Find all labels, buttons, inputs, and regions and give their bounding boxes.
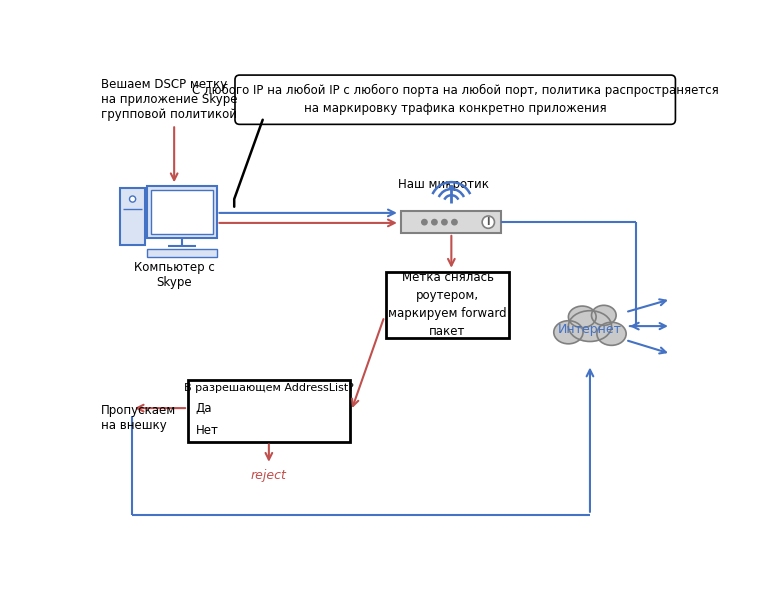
Ellipse shape (568, 306, 596, 328)
Ellipse shape (568, 311, 612, 341)
Text: Нет: Нет (196, 424, 219, 437)
Text: Вешаем DSCP метку
на приложение Skype
групповой политикой: Вешаем DSCP метку на приложение Skype гр… (101, 78, 238, 121)
FancyBboxPatch shape (151, 190, 213, 235)
Circle shape (450, 185, 453, 190)
Text: Интернет: Интернет (558, 323, 622, 337)
Circle shape (452, 220, 457, 225)
Text: Наш микротик: Наш микротик (399, 178, 489, 191)
FancyBboxPatch shape (386, 272, 509, 338)
FancyBboxPatch shape (147, 186, 216, 238)
Text: reject: reject (251, 469, 287, 482)
FancyBboxPatch shape (120, 187, 145, 245)
Ellipse shape (591, 305, 616, 325)
Text: Пропускаем
на внешку: Пропускаем на внешку (101, 404, 176, 432)
Circle shape (421, 220, 427, 225)
FancyBboxPatch shape (235, 75, 675, 124)
Ellipse shape (554, 321, 583, 344)
Text: В разрешающем AddressList?: В разрешающем AddressList? (184, 383, 354, 394)
FancyBboxPatch shape (402, 211, 501, 233)
Text: С любого IP на любой IP с любого порта на любой порт, политика распространяется
: С любого IP на любой IP с любого порта н… (192, 84, 719, 115)
Circle shape (130, 196, 136, 202)
Text: Да: Да (196, 401, 212, 415)
FancyBboxPatch shape (188, 380, 350, 442)
Circle shape (432, 220, 437, 225)
Text: I: I (487, 217, 490, 227)
Circle shape (482, 216, 495, 229)
Text: Метка снялась
роутером,
маркируем forward
пакет: Метка снялась роутером, маркируем forwar… (388, 271, 507, 338)
Text: Компьютер с
Skype: Компьютер с Skype (134, 260, 215, 289)
FancyBboxPatch shape (147, 249, 216, 257)
Ellipse shape (597, 322, 626, 346)
Circle shape (442, 220, 447, 225)
